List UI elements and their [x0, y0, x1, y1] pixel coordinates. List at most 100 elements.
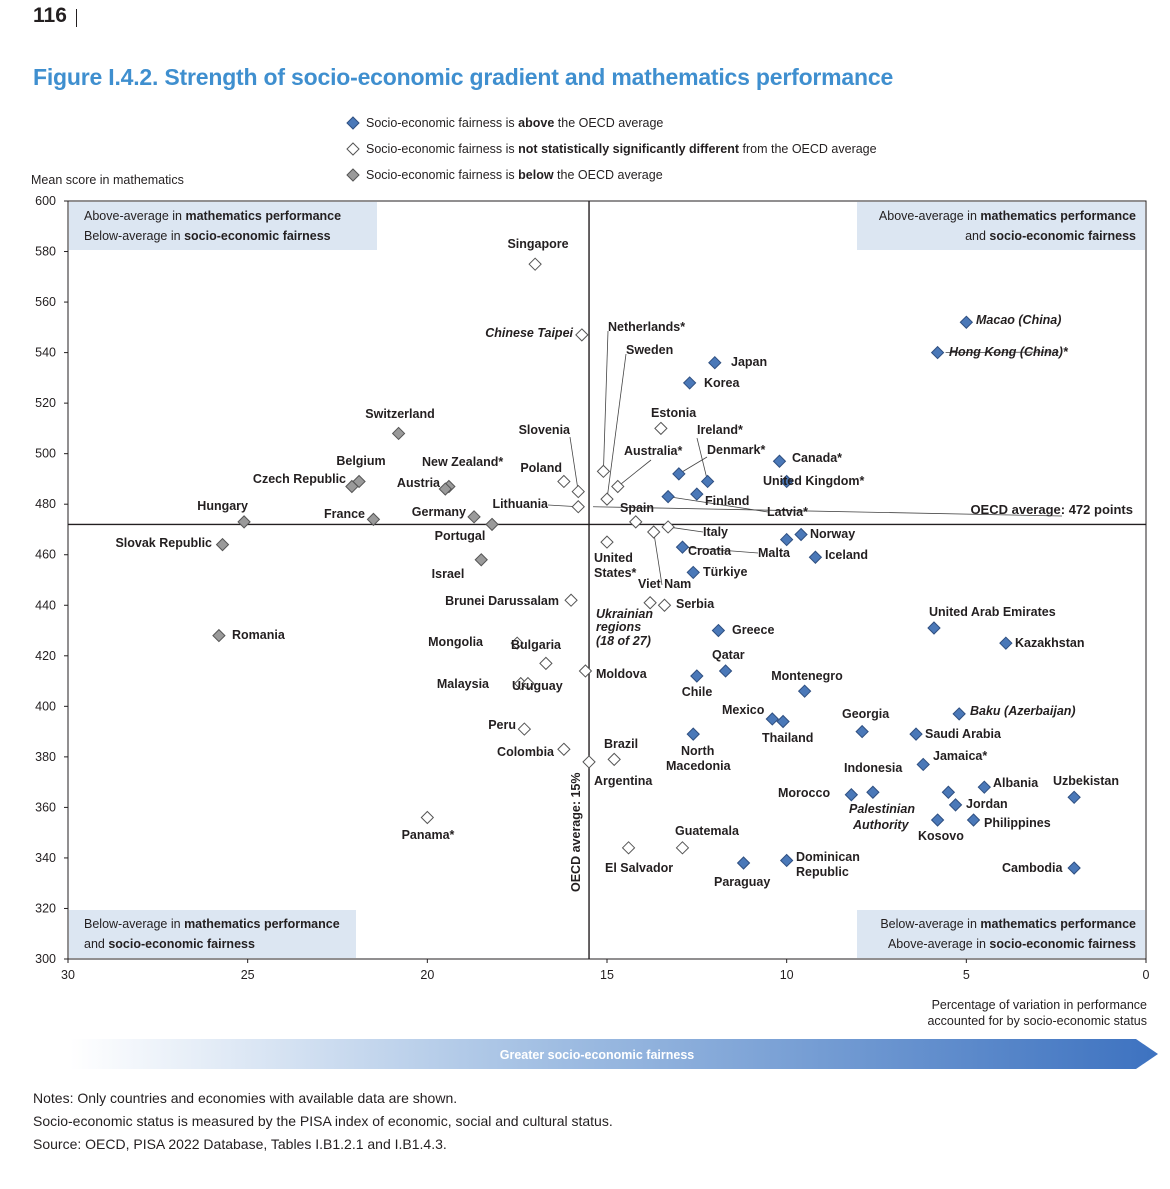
y-tick-label: 360 — [35, 800, 56, 814]
x-axis-title-line1: Percentage of variation in performance — [932, 998, 1147, 1012]
data-point — [941, 785, 956, 799]
data-label: Slovenia — [519, 423, 571, 437]
data-point — [571, 484, 585, 499]
quadrant-bottom-right-line1: Below-average in mathematics performance — [880, 917, 1136, 931]
data-point — [776, 714, 790, 729]
data-point — [654, 421, 668, 436]
quadrant-bottom-left-box — [69, 910, 356, 958]
data-point — [661, 520, 675, 534]
quadrant-top-left-line1: Above-average in mathematics performance — [84, 209, 341, 223]
data-label: Mexico — [722, 703, 765, 717]
data-label: Malaysia — [437, 677, 490, 691]
data-point — [557, 742, 571, 756]
data-label: Czech Republic — [253, 472, 346, 486]
quadrant-top-left-line2: Below-average in socio-economic fairness — [84, 229, 331, 243]
label-leader-line — [668, 496, 769, 513]
data-point — [629, 515, 643, 529]
data-label: Dominican — [796, 850, 860, 864]
data-label: United Arab Emirates — [929, 605, 1056, 619]
data-point — [521, 676, 535, 691]
x-tick-label: 25 — [241, 968, 255, 982]
data-point — [797, 684, 812, 698]
data-point — [779, 474, 794, 489]
data-label: Macao (China) — [976, 313, 1061, 327]
y-tick-label: 580 — [35, 245, 56, 259]
data-point — [866, 785, 880, 799]
y-tick-label: 400 — [35, 699, 56, 713]
note-line: Source: OECD, PISA 2022 Database, Tables… — [33, 1136, 447, 1152]
data-label: Poland — [520, 461, 562, 475]
data-label: Colombia — [497, 745, 555, 759]
x-tick-label: 0 — [1143, 968, 1150, 982]
data-label: Finland — [705, 494, 749, 508]
data-label: (18 of 27) — [596, 634, 651, 648]
data-point — [611, 479, 625, 494]
data-label: Switzerland — [365, 407, 434, 421]
data-label: Korea — [704, 376, 740, 390]
fairness-arrow-label: Greater socio-economic fairness — [500, 1048, 695, 1062]
data-point — [1067, 861, 1081, 875]
y-tick-label: 340 — [35, 851, 56, 865]
data-point — [578, 664, 593, 678]
data-label: Authority — [852, 818, 910, 832]
data-label: Serbia — [676, 597, 715, 611]
data-point — [420, 810, 435, 825]
data-point — [661, 489, 675, 504]
data-label: Thailand — [762, 731, 813, 745]
data-point — [600, 492, 614, 506]
label-leader-line — [606, 353, 627, 500]
data-point — [438, 482, 453, 496]
oecd-average-y-label: OECD average: 472 points — [970, 502, 1133, 517]
data-label: Jamaica* — [933, 749, 987, 763]
data-label: Ukrainian — [596, 607, 653, 621]
data-label: Philippines — [984, 816, 1051, 830]
data-label: Montenegro — [771, 669, 843, 683]
quadrant-bottom-right-line2: Above-average in socio-economic fairness — [888, 937, 1136, 951]
data-label: Paraguay — [714, 875, 770, 889]
data-point — [855, 724, 869, 739]
data-label: Belgium — [336, 454, 385, 468]
data-point — [700, 474, 715, 489]
data-label: Kazakhstan — [1015, 636, 1084, 650]
data-label: Malta — [758, 546, 791, 560]
label-leader-line — [945, 351, 1060, 354]
data-label: Indonesia — [844, 761, 903, 775]
data-point — [345, 479, 359, 494]
data-label: Cambodia — [1002, 861, 1063, 875]
data-point — [215, 537, 230, 552]
legend-item-above: Socio-economic fairness is above the OEC… — [346, 110, 877, 136]
data-point — [808, 550, 823, 564]
figure-title: Figure I.4.2. Strength of socio-economic… — [33, 64, 894, 90]
data-label: Viet Nam — [638, 577, 691, 591]
data-label: Macedonia — [666, 759, 732, 773]
y-tick-label: 480 — [35, 497, 56, 511]
data-label: Denmark* — [707, 443, 765, 457]
data-point — [510, 636, 524, 650]
data-point — [596, 464, 611, 479]
data-label: Moldova — [596, 667, 648, 681]
label-leader-line — [678, 456, 708, 475]
label-leader-line — [569, 436, 579, 492]
data-point — [485, 517, 499, 532]
data-label: Latvia* — [767, 505, 808, 519]
quadrant-top-left-box — [69, 202, 377, 250]
data-label: regions — [596, 620, 641, 634]
note-line: Notes: Only countries and economies with… — [33, 1090, 458, 1106]
data-point — [686, 727, 700, 741]
data-point — [517, 722, 532, 736]
data-label: Germany — [412, 505, 466, 519]
data-point — [765, 712, 780, 726]
y-tick-label: 320 — [35, 901, 56, 915]
data-point — [952, 707, 966, 721]
data-point — [794, 527, 808, 542]
data-label: Argentina — [594, 774, 653, 788]
data-label: France — [324, 507, 365, 521]
y-axis-title: Mean score in mathematics — [31, 173, 184, 187]
quadrant-top-right-line1: Above-average in mathematics performance — [879, 209, 1136, 223]
data-point — [643, 596, 657, 610]
data-point — [657, 598, 672, 612]
data-point — [711, 623, 726, 638]
data-label: Guatemala — [675, 824, 740, 838]
data-label: Estonia — [651, 406, 697, 420]
diamond-above-icon — [346, 116, 360, 130]
